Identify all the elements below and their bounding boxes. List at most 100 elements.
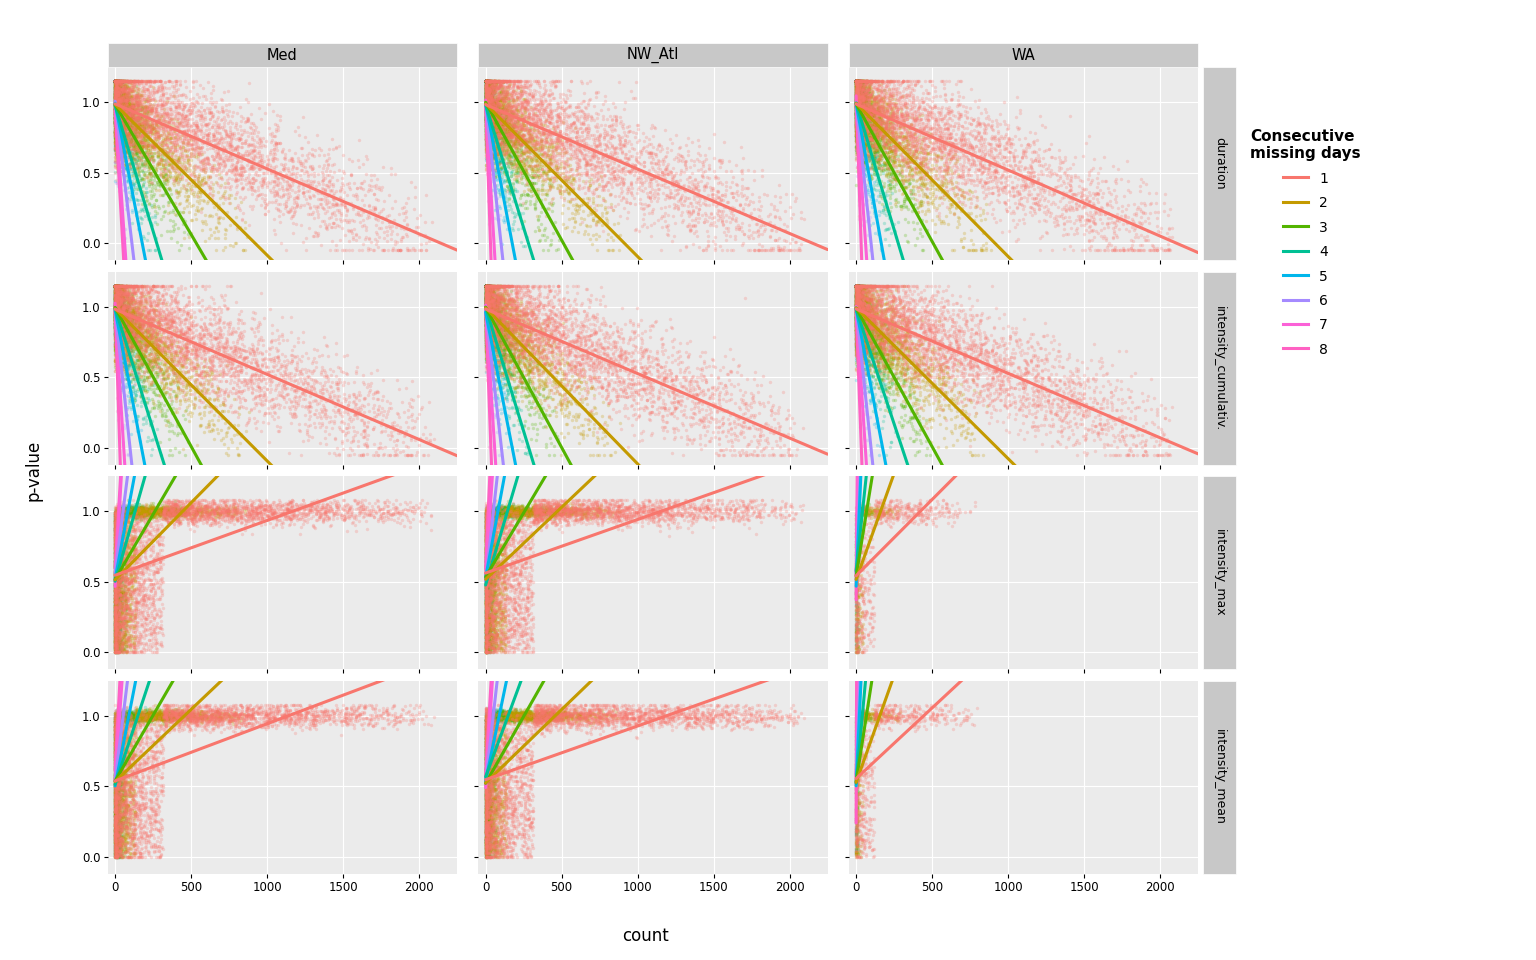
Point xyxy=(115,139,140,155)
Point xyxy=(106,301,131,317)
Point xyxy=(857,707,882,722)
Point xyxy=(267,420,292,435)
Point xyxy=(845,328,869,344)
Point xyxy=(541,312,565,327)
Point xyxy=(183,715,207,731)
Point xyxy=(104,820,129,835)
Point xyxy=(109,503,134,518)
Point xyxy=(484,537,508,552)
Point xyxy=(499,300,524,315)
Point xyxy=(613,147,637,162)
Point xyxy=(498,506,522,521)
Point xyxy=(507,522,531,538)
Point xyxy=(278,210,303,226)
Point xyxy=(845,285,869,300)
Point xyxy=(132,529,157,544)
Point xyxy=(484,380,508,396)
Point xyxy=(525,113,550,129)
Point xyxy=(197,719,221,734)
Point xyxy=(688,504,713,519)
Point xyxy=(845,516,869,532)
Point xyxy=(871,369,895,384)
Point xyxy=(127,306,152,322)
Point xyxy=(843,297,868,312)
Point xyxy=(127,343,152,358)
Point xyxy=(866,110,891,126)
Point xyxy=(154,157,178,173)
Point xyxy=(479,117,504,132)
Point xyxy=(499,560,524,575)
Point xyxy=(521,500,545,516)
Point xyxy=(207,117,232,132)
Point xyxy=(124,83,149,98)
Point xyxy=(843,743,868,758)
Point xyxy=(103,90,127,106)
Point xyxy=(862,706,886,721)
Point xyxy=(161,323,186,338)
Point xyxy=(247,154,272,169)
Point xyxy=(846,355,871,371)
Point xyxy=(551,370,576,385)
Point xyxy=(233,708,258,724)
Point xyxy=(482,165,507,180)
Point xyxy=(860,313,885,328)
Point xyxy=(856,291,880,306)
Point xyxy=(161,94,186,109)
Point xyxy=(303,211,327,227)
Point xyxy=(108,106,132,121)
Point xyxy=(556,708,581,724)
Point xyxy=(249,706,273,721)
Point xyxy=(605,498,630,514)
Point xyxy=(114,790,138,805)
Point xyxy=(533,708,558,724)
Point xyxy=(940,287,965,302)
Point xyxy=(124,334,149,349)
Point xyxy=(103,74,127,89)
Point xyxy=(493,728,518,743)
Point xyxy=(475,292,499,307)
Point xyxy=(849,287,874,302)
Point xyxy=(478,83,502,98)
Point xyxy=(104,603,129,618)
Point xyxy=(479,74,504,89)
Point xyxy=(473,324,498,340)
Point xyxy=(849,132,874,147)
Point xyxy=(599,177,624,192)
Point xyxy=(535,708,559,724)
Point xyxy=(137,711,161,727)
Point xyxy=(843,90,868,106)
Point xyxy=(330,243,355,258)
Point xyxy=(143,585,167,600)
Point xyxy=(106,756,131,772)
Point xyxy=(485,76,510,91)
Point xyxy=(473,820,498,835)
Point xyxy=(1021,168,1046,183)
Point xyxy=(143,367,167,382)
Point xyxy=(879,300,903,315)
Point xyxy=(121,706,146,721)
Point xyxy=(479,502,504,517)
Point xyxy=(980,122,1005,137)
Point xyxy=(1009,391,1034,406)
Point xyxy=(217,350,241,366)
Point xyxy=(103,718,127,733)
Point xyxy=(843,303,868,319)
Point xyxy=(104,767,129,782)
Point xyxy=(114,636,138,651)
Point xyxy=(473,295,498,310)
Point xyxy=(487,626,511,641)
Point xyxy=(104,295,129,310)
Point xyxy=(783,447,808,463)
Point xyxy=(639,120,664,135)
Point xyxy=(849,93,874,108)
Point xyxy=(120,326,144,342)
Point xyxy=(848,502,872,517)
Point xyxy=(473,126,498,141)
Point xyxy=(473,823,498,838)
Point xyxy=(335,187,359,203)
Point xyxy=(928,129,952,144)
Point xyxy=(120,509,144,524)
Point xyxy=(582,369,607,384)
Point xyxy=(267,108,292,124)
Point xyxy=(522,365,547,380)
